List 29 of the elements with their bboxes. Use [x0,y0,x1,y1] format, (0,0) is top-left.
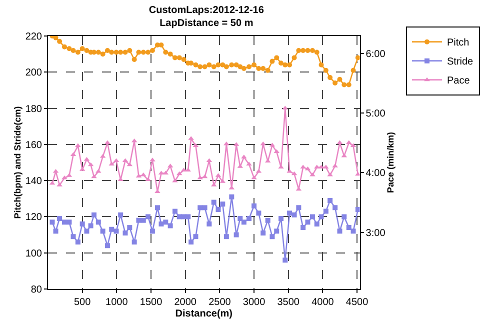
y-axis-title: Pitch(bpm) and Stride(cm) [12,106,23,219]
x-tick-label: 4000 [312,297,334,308]
chart-subtitle: LapDistance = 50 m [160,18,254,30]
y2-tick-label: 4:00 [366,168,386,180]
y2-tick-label: 6:00 [366,48,386,60]
legend-label: Pitch [447,38,470,49]
x-axis-title: Distance(m) [175,308,233,320]
chart-title: CustomLaps:2012-12-16 [148,5,264,16]
y-tick-label: 200 [25,68,42,79]
y-tick-label: 120 [25,212,42,224]
x-tick-label: 4500 [346,297,369,308]
x-tick-label: 500 [74,297,92,308]
y-tick-label: 100 [25,248,42,260]
y-tick-label: 160 [25,140,42,151]
y-tick-label: 80 [30,284,42,296]
x-tick-label: 2000 [174,297,197,308]
x-tick-label: 1000 [106,297,128,308]
y-tick-label: 220 [25,32,42,42]
y2-axis-title: Pace (min/km) [386,132,396,194]
x-tick-label: 3000 [242,297,266,308]
x-tick-label: 2500 [208,297,232,308]
y2-tick-label: 3:00 [366,228,386,239]
x-tick-label: 1500 [140,297,163,308]
y2-tick-label: 5:00 [366,108,386,120]
y-tick-label: 180 [25,104,42,115]
legend-label: Stride [447,56,474,68]
x-tick-label: 3500 [277,297,300,308]
y-tick-label: 140 [25,176,42,188]
legend-label: Pace [447,76,470,87]
